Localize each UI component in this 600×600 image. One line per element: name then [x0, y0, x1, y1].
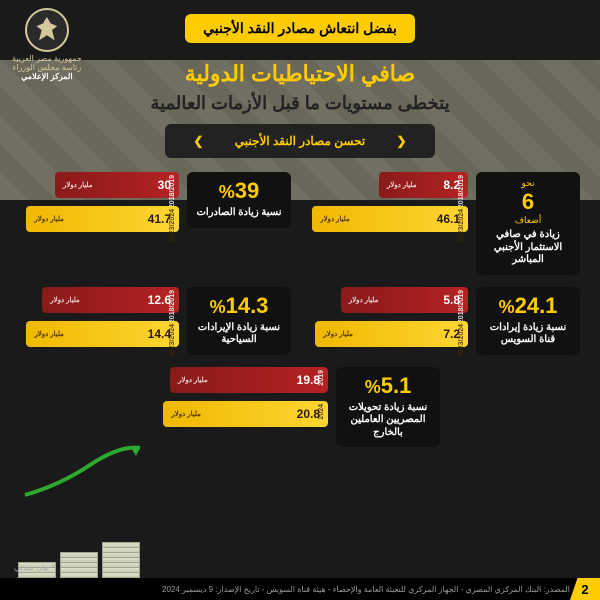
stat-num: 5.1 [381, 373, 412, 398]
source-footer: المصدر: البنك المركزي المصري - الجهاز ال… [0, 578, 600, 600]
year-label: 2024 [318, 404, 325, 420]
stat-above: نحو [522, 178, 535, 189]
year-label: 2018/2019 [458, 290, 465, 323]
bar-old: 12.6مليار دولار 2018/2019 [42, 287, 179, 313]
year-label: 2023/2024 [458, 324, 465, 357]
year-label: 2018/2019 [458, 175, 465, 208]
year-label: 2023/2024 [169, 324, 176, 357]
stat-num: 14.3 [226, 293, 269, 318]
stat-suffix: أضعاف [515, 215, 542, 226]
stat-box: نحو 6 أضعاف زيادة في صافي الاستثمار الأج… [476, 172, 580, 275]
year-label: 2023/2024 [458, 209, 465, 242]
stat-desc: نسبة زيادة الإيرادات السياحية [193, 322, 285, 347]
stat-num: 24.1 [515, 293, 558, 318]
stat-box: %24.1 نسبة زيادة إيرادات قناة السويس [476, 287, 580, 355]
stat-box: %39 نسبة زيادة الصادرات [187, 172, 291, 228]
stat-card: %39 نسبة زيادة الصادرات 30مليار دولار 20… [20, 172, 291, 275]
stat-card: %5.1 نسبة زيادة تحويلات المصريين العاملي… [160, 367, 440, 448]
footnote: * بيان مبدئي [14, 563, 54, 572]
top-tag: بفضل انتعاش مصادر النقد الأجنبي [185, 14, 415, 43]
year-label: 2023/2024 [169, 209, 176, 242]
center-badge-wrap: ❮ تحسن مصادر النقد الأجنبي ❯ [0, 124, 600, 158]
stat-desc: نسبة زيادة الصادرات [197, 207, 282, 220]
stat-num: 39 [235, 178, 259, 203]
bar-new: 14.4مليار دولار 2023/2024 [26, 321, 179, 347]
title-sub: يتخطى مستويات ما قبل الأزمات العالمية [0, 93, 600, 114]
stat-card: %14.3 نسبة زيادة الإيرادات السياحية 12.6… [20, 287, 291, 355]
year-label: 2018/2019 [169, 175, 176, 208]
growth-arrow-icon [20, 440, 150, 500]
bar-old: 5.8مليار دولار 2018/2019 [341, 287, 468, 313]
top-tag-wrap: بفضل انتعاش مصادر النقد الأجنبي [0, 0, 600, 43]
center-badge: تحسن مصادر النقد الأجنبي [221, 129, 379, 153]
stat-box: %5.1 نسبة زيادة تحويلات المصريين العاملي… [336, 367, 440, 448]
stat-desc: نسبة زيادة إيرادات قناة السويس [482, 322, 574, 347]
title-main: صافي الاحتياطيات الدولية [0, 61, 600, 87]
bar-new: 41.7مليار دولار 2023/2024 [26, 206, 179, 232]
year-label: 2018/2019 [169, 290, 176, 323]
year-label: 2019 [318, 370, 325, 386]
stat-desc: زيادة في صافي الاستثمار الأجنبي المباشر [482, 229, 574, 267]
stat-box: %14.3 نسبة زيادة الإيرادات السياحية [187, 287, 291, 355]
bar-new: 20.8مليار دولار 2024 [163, 401, 328, 427]
chevron-right-icon: ❮ [383, 129, 421, 153]
cards-grid: نحو 6 أضعاف زيادة في صافي الاستثمار الأج… [0, 158, 600, 447]
stat-card: %24.1 نسبة زيادة إيرادات قناة السويس 5.8… [309, 287, 580, 355]
stat-card: نحو 6 أضعاف زيادة في صافي الاستثمار الأج… [309, 172, 580, 275]
bar-new: 7.2مليار دولار 2023/2024 [315, 321, 468, 347]
chevron-left-icon: ❯ [179, 129, 217, 153]
bar-old: 8.2مليار دولار 2018/2019 [379, 172, 468, 198]
stat-desc: نسبة زيادة تحويلات المصريين العاملين بال… [342, 402, 434, 440]
bar-old: 19.8مليار دولار 2019 [170, 367, 328, 393]
bar-old: 30مليار دولار 2018/2019 [55, 172, 179, 198]
stat-num: 6 [522, 189, 534, 214]
bar-new: 46.1مليار دولار 2023/2024 [312, 206, 468, 232]
